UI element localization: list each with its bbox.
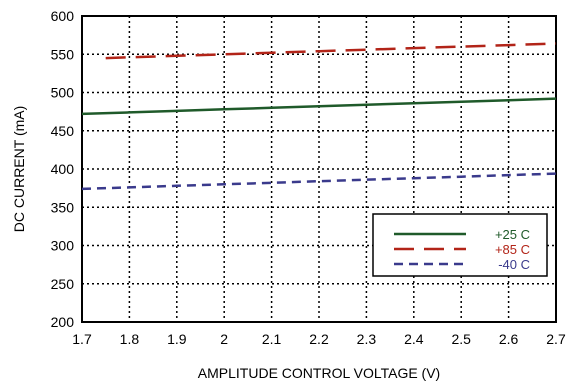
x-tick-label: 1.8 — [120, 331, 140, 347]
x-tick-label: 1.7 — [72, 331, 92, 347]
y-axis-title: DC CURRENT (mA) — [11, 106, 27, 233]
y-tick-label: 550 — [51, 46, 75, 62]
x-tick-label: 2.6 — [499, 331, 519, 347]
x-tick-labels: 1.7 1.8 1.9 2 2.1 2.2 2.3 2.4 2.5 2.6 2.7 — [72, 331, 566, 347]
legend-label-1: +85 C — [495, 242, 530, 257]
x-tick-label: 2.4 — [404, 331, 424, 347]
y-tick-label: 200 — [51, 314, 75, 330]
y-tick-label: 350 — [51, 199, 75, 215]
plot-frame — [81, 15, 557, 323]
series-lines — [81, 42, 557, 191]
series-line-1 — [105, 42, 557, 60]
x-tick-label: 2.5 — [451, 331, 471, 347]
legend-label-0: +25 C — [495, 227, 530, 242]
legend-box — [372, 213, 548, 277]
x-tick-label: 2.1 — [262, 331, 282, 347]
x-tick-label: 2.2 — [309, 331, 329, 347]
x-tick-label: 2 — [220, 331, 228, 347]
y-tick-label: 500 — [51, 85, 75, 101]
series-line-2 — [81, 172, 557, 191]
y-tick-labels: 200 250 300 350 400 450 500 550 600 — [51, 8, 75, 330]
y-tick-label: 400 — [51, 161, 75, 177]
y-tick-label: 600 — [51, 8, 75, 24]
x-tick-label: 2.3 — [357, 331, 377, 347]
series-line-0 — [81, 97, 557, 116]
legend-label-2: -40 C — [498, 257, 530, 272]
y-tick-label: 300 — [51, 238, 75, 254]
x-tick-label: 1.9 — [167, 331, 187, 347]
legend: +25 C+85 C-40 C — [372, 213, 548, 277]
x-axis-title: AMPLITUDE CONTROL VOLTAGE (V) — [198, 365, 440, 381]
y-tick-label: 450 — [51, 123, 75, 139]
y-tick-label: 250 — [51, 276, 75, 292]
x-tick-label: 2.7 — [546, 331, 566, 347]
